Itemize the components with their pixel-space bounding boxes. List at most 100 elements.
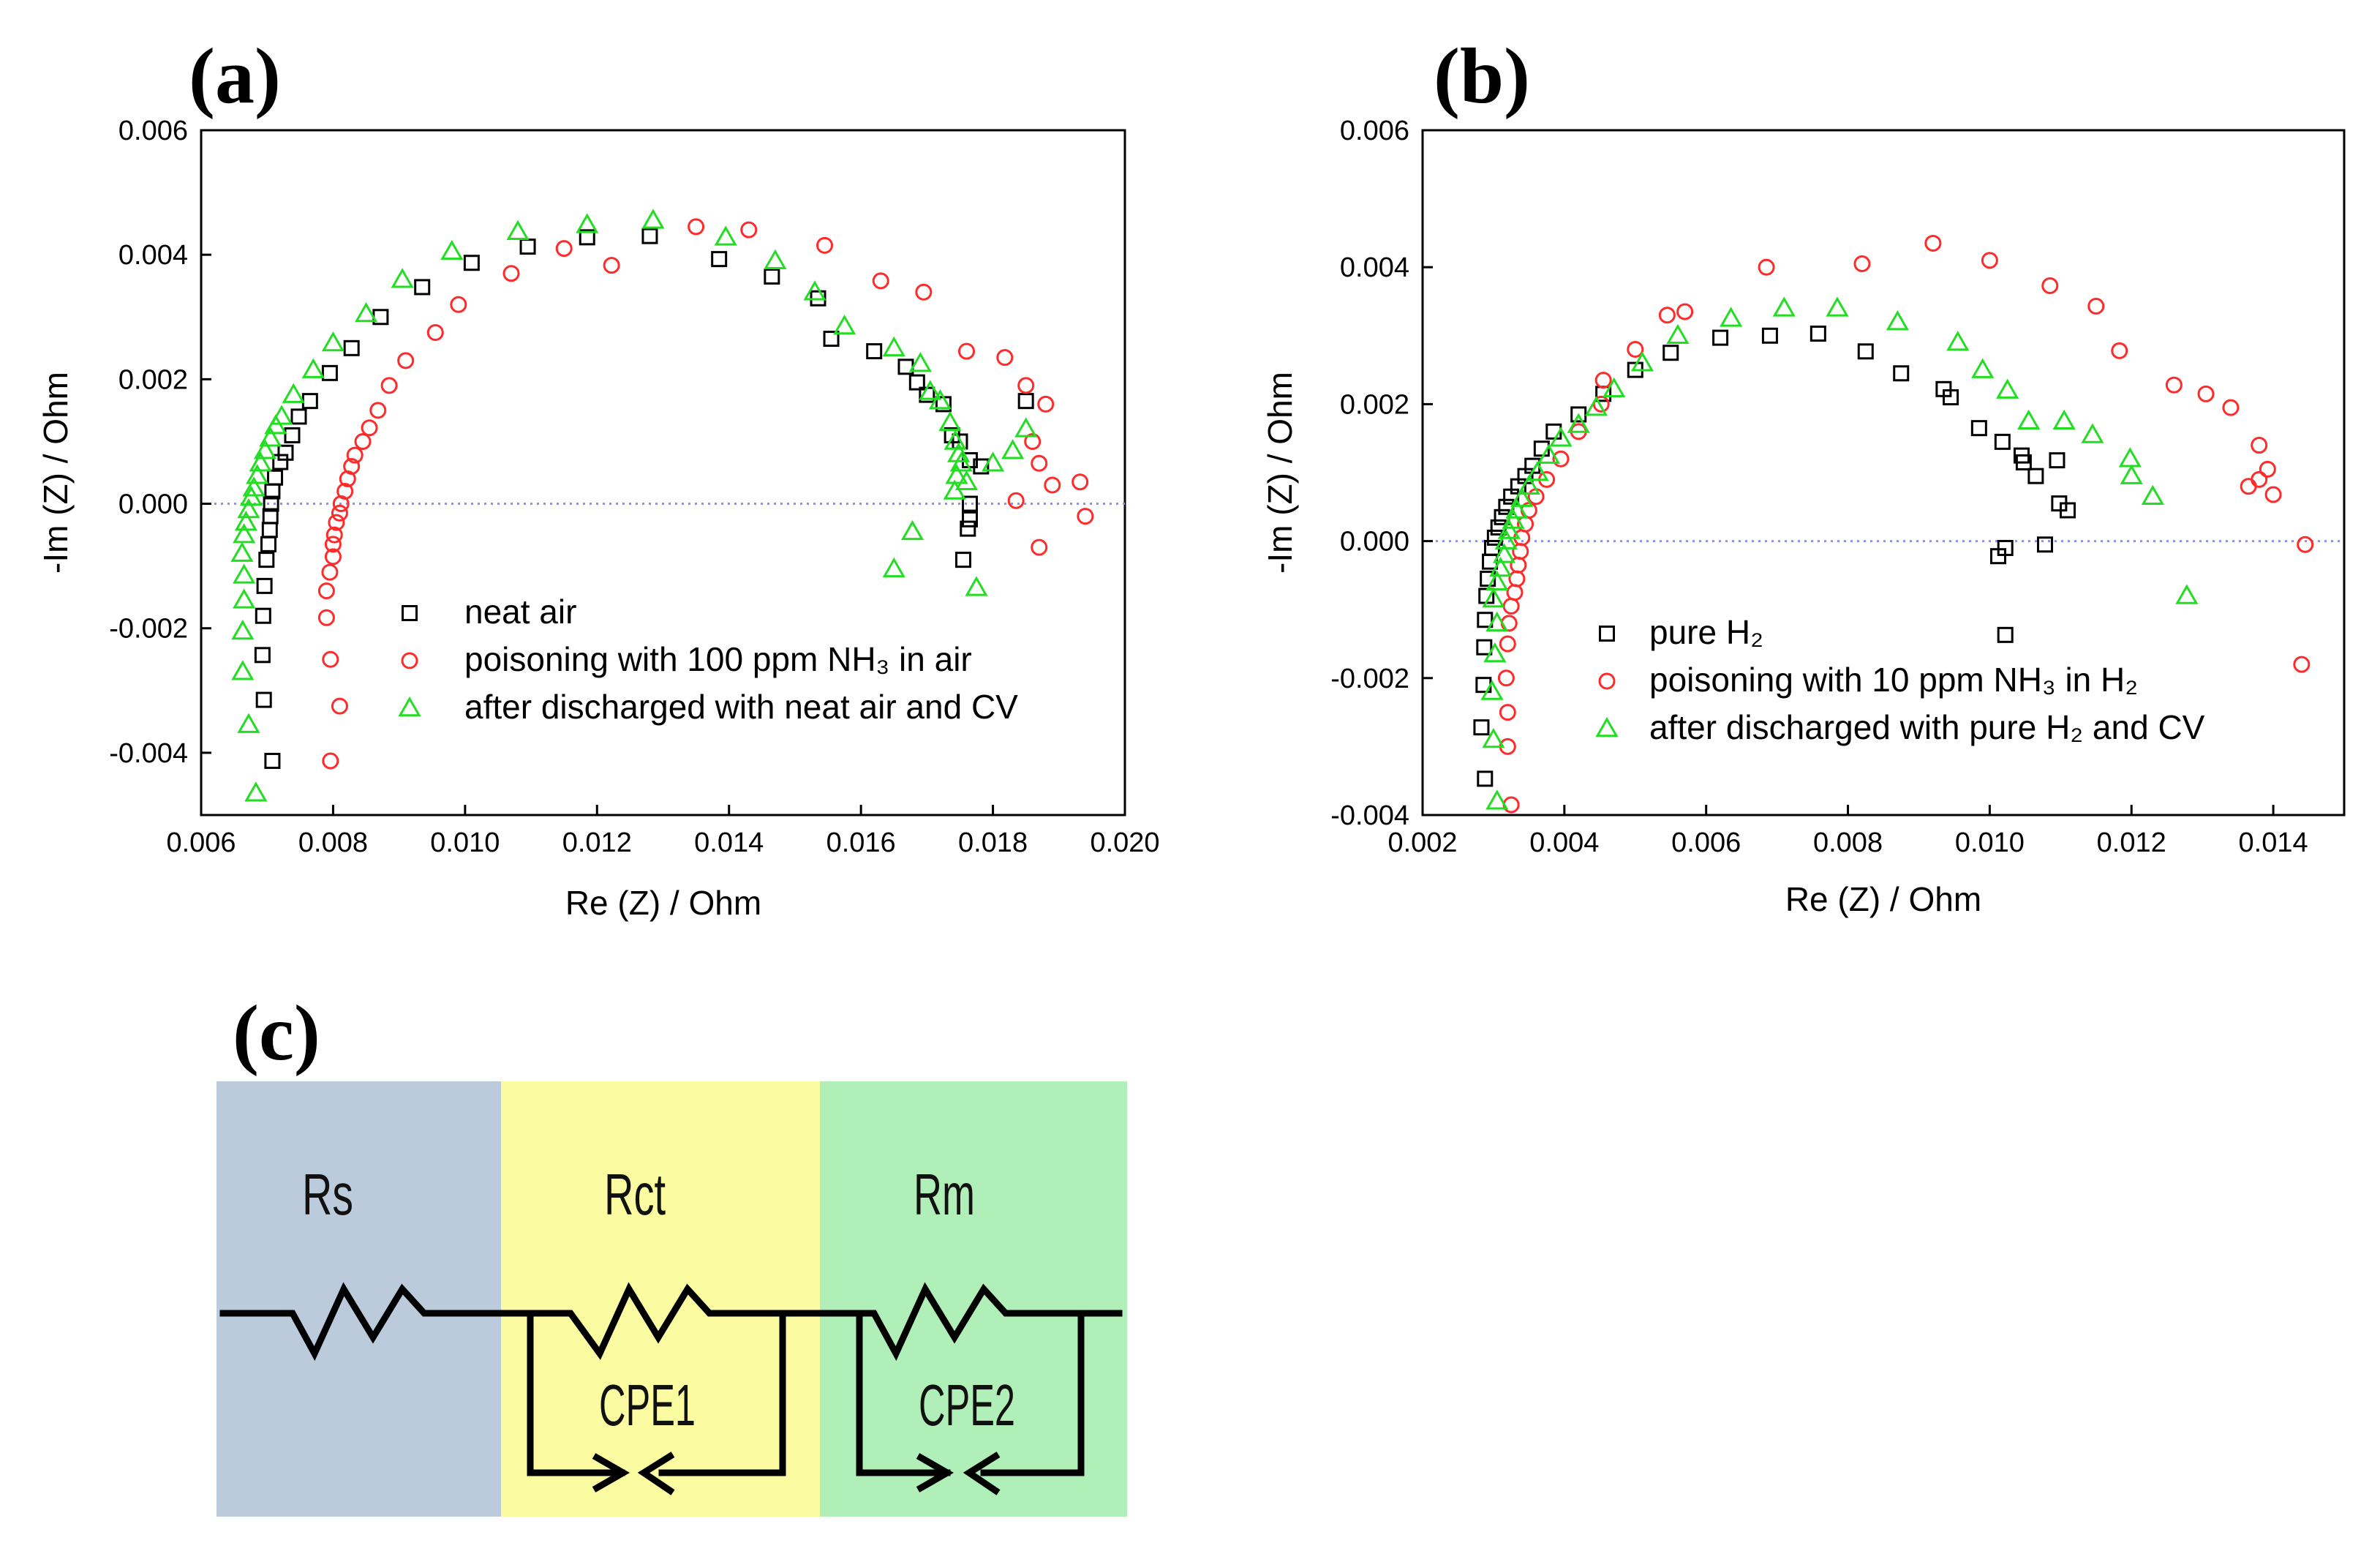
chart-a-series-2-point (391, 268, 414, 288)
chart-a-series-0-point (908, 374, 925, 391)
chart-b-series-2-point (1485, 611, 1509, 632)
chart-a-x-tick-label: 0.020 (1090, 827, 1159, 858)
chart-a: 0.006 0.008 0.010 0.012 0.014 0.016 0.018 0.020… (37, 116, 1160, 922)
circuit-section-rs (216, 1081, 501, 1517)
chart-b-series-2-point (1826, 296, 1849, 317)
chart-b-series-2-point (2081, 423, 2104, 443)
chart-a-series-0-point (960, 520, 976, 537)
label-cpe2: CPE2 (919, 1373, 1015, 1438)
chart-b-series-0-point (1857, 343, 1874, 360)
chart-b-series-2-point (1505, 498, 1529, 519)
chart-a-series-2-point (230, 541, 254, 562)
chart-a-series-1-point (324, 536, 342, 553)
chart-b-series-1-point (2264, 486, 2282, 503)
chart-a-x-tick-label: 0.006 (166, 827, 236, 858)
chart-b-series-1-point (2251, 470, 2268, 488)
chart-a-legend-marker-1 (401, 652, 418, 669)
chart-a-series-0-point (519, 239, 536, 255)
chart-a-series-1-point (321, 563, 339, 581)
chart-b-y-tick-label: -0.002 (1330, 664, 1409, 694)
chart-a-series-2-point (576, 213, 599, 233)
chart-b-series-2-point (1549, 427, 1573, 447)
chart-a-series-1-point (331, 504, 348, 522)
chart-b-series-2-point (1946, 331, 1970, 351)
chart-a-series-1-point (555, 240, 573, 258)
chart-b: 0.002 0.004 0.006 0.008 0.010 0.012 0.014 -0.00… (1261, 116, 2346, 918)
chart-a-legend: neat air poisoning with 100 ppm NH₃ in ai… (398, 593, 1018, 726)
chart-b-series-0-point (1761, 327, 1778, 344)
chart-a-series-0-point (301, 393, 318, 410)
chart-b-series-0-point (1545, 423, 1562, 440)
chart-b-series-2-point (1485, 570, 1509, 591)
chart-a-series-2-point (321, 331, 345, 352)
chart-a-series-2-point (354, 301, 378, 323)
chart-b-series-2-point (1480, 680, 1504, 700)
chart-a-series-0-point (463, 255, 480, 271)
chart-b-plot-frame (1421, 129, 2346, 816)
chart-b-series-1-point (1502, 796, 1520, 814)
chart-a-series-1-point (361, 419, 378, 437)
chart-a-series-2-point (641, 209, 665, 229)
chart-a-legend-label-2: after discharged with neat air and CV (464, 688, 1018, 726)
chart-a-series-0-point (290, 408, 307, 425)
chart-b-series-2-point (1584, 396, 1608, 416)
chart-a-series-2-point (246, 464, 269, 484)
chart-a-x-tick-label: 0.014 (694, 827, 764, 858)
chart-a-x-tick-label: 0.012 (562, 827, 632, 858)
chart-a-series-1-point (1072, 473, 1089, 491)
chart-a-series-0-point (641, 228, 658, 244)
chart-a-series-0-point (260, 536, 277, 552)
chart-a-series-2-point (259, 427, 282, 447)
cpe2-wire-right (980, 1310, 1085, 1476)
chart-a-series-2-point (253, 439, 277, 459)
chart-b-series-0-point (1997, 626, 2014, 643)
chart-a-series-1-point (397, 352, 415, 369)
chart-a-series-1-point (328, 514, 345, 531)
chart-a-series-0-point (579, 229, 595, 246)
chart-a-x-tick-label: 0.008 (298, 827, 368, 858)
chart-b-legend-label-0: pure H₂ (1649, 613, 1763, 651)
chart-a-series-2-point (244, 781, 268, 802)
chart-a-series-2-point (233, 523, 256, 544)
chart-a-series-1-point (1031, 538, 1048, 556)
chart-a-series-1-point (1017, 377, 1035, 394)
chart-a-series-0-point (262, 508, 279, 525)
chart-a-series-1-point (957, 342, 975, 360)
chart-b-series-0-point (2027, 468, 2044, 484)
chart-a-series-0-point (711, 251, 728, 268)
chart-a-series-0-point (255, 607, 271, 624)
chart-a-series-1-point (1007, 492, 1025, 509)
label-rs: Rs (302, 1162, 353, 1227)
chart-a-series-2-point (949, 451, 973, 472)
chart-b-series-2-point (1526, 460, 1549, 481)
chart-a-series-2-point (954, 470, 979, 491)
chart-a-series-1-point (1024, 432, 1042, 450)
chart-a-series-0-point (414, 279, 431, 296)
chart-b-series-1-point (2259, 460, 2276, 478)
chart-b-y-tick-label: 0.006 (1340, 116, 1409, 146)
chart-b-series-0-point (1477, 612, 1494, 628)
circuit-section-rct (501, 1081, 820, 1517)
chart-a-series-2-point (231, 619, 255, 640)
chart-b-series-1-point (2165, 376, 2183, 394)
chart-b-series-2-point (1482, 587, 1505, 608)
chart-b-legend-marker-1 (1598, 672, 1616, 690)
chart-a-x-tick-label: 0.010 (430, 827, 500, 858)
panel-label-b: (b) (1434, 33, 1530, 120)
chart-b-series-2-point (2118, 447, 2142, 468)
chart-a-series-1-point (331, 697, 348, 715)
chart-a-series-2-point (234, 511, 257, 531)
chart-a-series-1-point (688, 218, 705, 236)
chart-a-x-axis-title: Re (Z) / Ohm (565, 884, 761, 922)
chart-b-x-tick-label: 0.006 (1671, 827, 1741, 858)
chart-a-series-1-point (317, 609, 335, 626)
chart-a-series-0-point (866, 343, 883, 360)
chart-a-series-1-point (450, 296, 467, 313)
chart-a-series-1-point (354, 432, 372, 450)
chart-a-series-0-point (277, 444, 294, 461)
chart-a-series-2-point (965, 576, 988, 596)
chart-b-series-0-point (1473, 719, 1490, 736)
chart-a-series-2-point (882, 557, 905, 578)
chart-b-series-1-point (1502, 598, 1520, 615)
chart-a-series-1-point (816, 236, 834, 254)
